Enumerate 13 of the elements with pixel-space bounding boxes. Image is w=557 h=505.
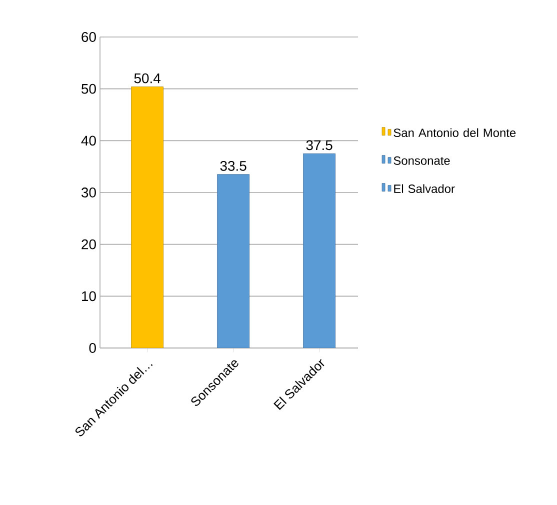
y-tick-label: 40 [81, 136, 96, 146]
y-tick-label: 30 [82, 188, 96, 198]
legend-label: El Salvador [394, 184, 455, 194]
data-label: 50.4 [134, 73, 160, 84]
data-label: 37.5 [306, 140, 332, 150]
legend-label: Sonsonate [394, 156, 450, 165]
y-tick-label: 60 [82, 32, 96, 42]
y-tick-label: 50 [82, 84, 96, 94]
y-tick-label: 20 [82, 239, 96, 250]
y-tick-label: 0 [89, 343, 96, 353]
legend-label: San Antonio del Monte [394, 128, 516, 138]
data-label: 33.5 [220, 160, 246, 171]
y-tick-label: 10 [82, 291, 96, 302]
